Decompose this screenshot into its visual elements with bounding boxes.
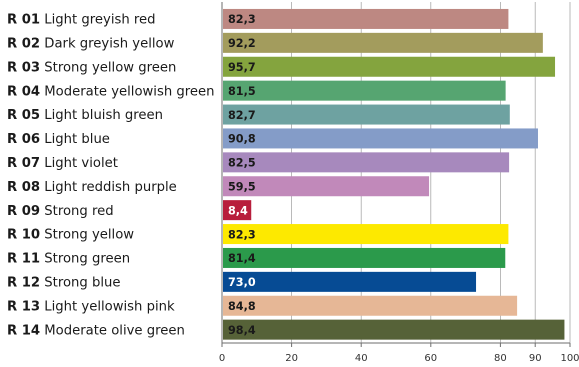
value-label-r12: 73,0 (228, 276, 256, 289)
category-name: Strong green (40, 252, 130, 267)
category-code: R 14 (7, 323, 40, 338)
category-label-r13: R 13 Light yellowish pink (7, 299, 175, 314)
category-code: R 11 (7, 252, 40, 267)
bar-r10 (223, 224, 509, 245)
category-name: Strong yellow (40, 228, 134, 243)
category-name: Strong blue (40, 275, 120, 290)
category-name: Moderate olive green (40, 323, 185, 338)
x-tick-label-0: 0 (219, 353, 225, 364)
category-code: R 03 (7, 60, 40, 75)
category-label-r14: R 14 Moderate olive green (7, 323, 185, 338)
category-label-r06: R 06 Light blue (7, 132, 110, 147)
category-name: Dark greyish yellow (40, 36, 174, 51)
category-code: R 08 (7, 180, 40, 195)
value-label-r13: 84,8 (228, 300, 256, 313)
value-label-r08: 59,5 (228, 180, 256, 193)
bar-r13 (223, 295, 518, 316)
category-code: R 12 (7, 275, 40, 290)
bar-r08 (223, 176, 430, 197)
category-name: Strong red (40, 204, 113, 219)
category-label-r05: R 05 Light bluish green (7, 108, 163, 123)
bar-r02 (223, 32, 543, 53)
value-label-r14: 98,4 (228, 324, 256, 337)
bar-r09 (223, 200, 252, 221)
x-tick-label-80: 80 (494, 353, 507, 364)
bar-r01 (223, 8, 509, 29)
bar-r04 (223, 80, 506, 101)
category-name: Light reddish purple (40, 180, 177, 195)
category-label-r07: R 07 Light violet (7, 156, 118, 171)
x-tick-label-40: 40 (355, 353, 368, 364)
category-name: Light bluish green (40, 108, 163, 123)
x-tick-labels: 0 20 40 60 80 90 100 (219, 353, 579, 364)
category-code: R 04 (7, 84, 40, 99)
bar-r05 (223, 104, 510, 125)
value-label-r04: 81,5 (228, 85, 256, 98)
category-name: Light blue (40, 132, 110, 147)
category-label-r04: R 04 Moderate yellowish green (7, 84, 214, 99)
x-tick-label-100: 100 (560, 353, 579, 364)
category-code: R 10 (7, 228, 40, 243)
category-label-r03: R 03 Strong yellow green (7, 60, 176, 75)
category-label-r10: R 10 Strong yellow (7, 228, 134, 243)
value-label-r07: 82,5 (228, 157, 256, 170)
bar-r06 (223, 128, 538, 149)
category-label-r09: R 09 Strong red (7, 204, 114, 219)
category-label-r11: R 11 Strong green (7, 252, 130, 267)
category-code: R 05 (7, 108, 40, 123)
x-tick-label-60: 60 (424, 353, 437, 364)
x-tick-label-90: 90 (529, 353, 542, 364)
value-label-r05: 82,7 (228, 109, 256, 122)
value-label-r02: 92,2 (228, 37, 256, 50)
bars: 82,3 92,2 95,7 81,5 82,7 90,8 82,5 59,5 8,4 82,3 8… (223, 8, 565, 340)
category-code: R 01 (7, 13, 40, 28)
bar-r07 (223, 152, 510, 173)
bar-r03 (223, 56, 556, 77)
value-label-r01: 82,3 (228, 13, 256, 26)
bar-r11 (223, 247, 506, 268)
category-code: R 02 (7, 36, 40, 51)
category-name: Strong yellow green (40, 60, 176, 75)
category-name: Moderate yellowish green (40, 84, 214, 99)
value-label-r11: 81,4 (228, 252, 256, 265)
value-label-r09: 8,4 (228, 204, 248, 217)
bar-r12 (223, 271, 477, 292)
bar-r14 (223, 319, 565, 340)
category-name: Light violet (40, 156, 118, 171)
x-tick-label-20: 20 (285, 353, 298, 364)
category-name: Light yellowish pink (40, 299, 175, 314)
category-label-r12: R 12 Strong blue (7, 275, 120, 290)
category-code: R 13 (7, 299, 40, 314)
category-code: R 07 (7, 156, 40, 171)
category-code: R 06 (7, 132, 40, 147)
category-label-r08: R 08 Light reddish purple (7, 180, 177, 195)
axes (221, 2, 571, 347)
category-code: R 09 (7, 204, 40, 219)
category-label-r01: R 01 Light greyish red (7, 13, 156, 28)
value-label-r10: 82,3 (228, 228, 256, 241)
value-label-r06: 90,8 (228, 133, 256, 146)
value-label-r03: 95,7 (228, 61, 256, 74)
category-name: Light greyish red (40, 13, 155, 28)
category-label-r02: R 02 Dark greyish yellow (7, 36, 175, 51)
